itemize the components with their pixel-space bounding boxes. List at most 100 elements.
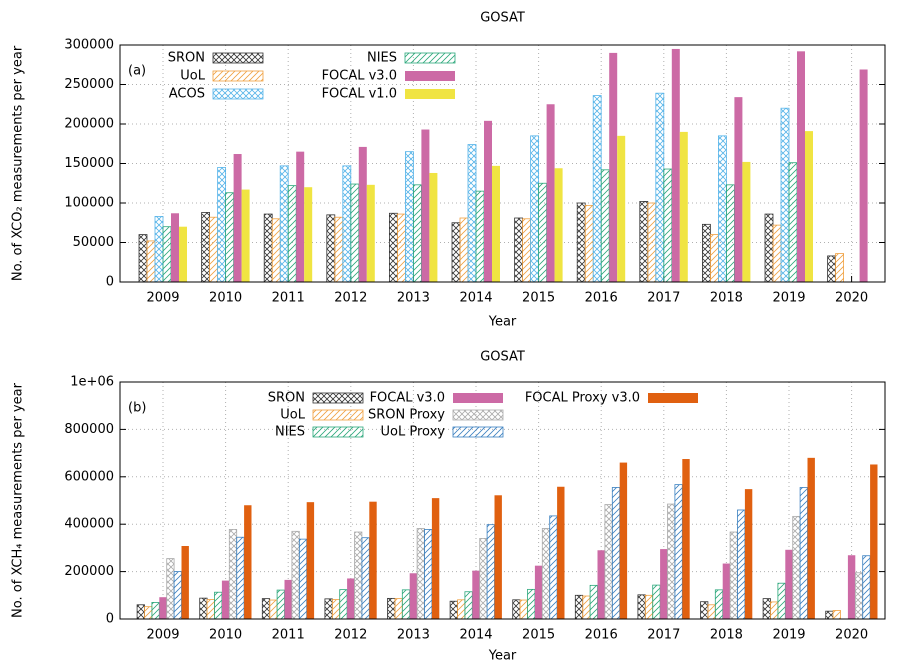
bar xyxy=(700,601,709,620)
bar xyxy=(241,189,250,282)
bar xyxy=(136,604,145,620)
bar xyxy=(467,144,477,283)
bar xyxy=(530,135,539,283)
x-tick-label: 2016 xyxy=(585,291,618,306)
x-tick-label: 2017 xyxy=(647,291,680,306)
bar xyxy=(486,524,495,620)
bar xyxy=(737,509,746,620)
y-tick-label: 50000 xyxy=(73,235,114,250)
bar xyxy=(244,505,252,619)
legend-label: FOCAL v3.0 xyxy=(322,69,397,84)
y-tick-label: 0 xyxy=(106,612,114,627)
bar xyxy=(263,213,273,283)
legend-label: FOCAL v3.0 xyxy=(370,391,445,406)
bar xyxy=(457,599,466,620)
x-tick-label: 2019 xyxy=(772,291,805,306)
bar xyxy=(287,185,297,283)
bar xyxy=(409,573,418,619)
bar xyxy=(298,538,308,620)
bar xyxy=(424,529,433,620)
bar xyxy=(421,129,430,282)
bar xyxy=(228,529,238,620)
bar xyxy=(827,255,836,283)
y-axis-label: No. of XCO₂ measurements per year xyxy=(11,45,26,281)
bar xyxy=(358,146,367,282)
bar xyxy=(233,154,242,282)
x-tick-label: 2020 xyxy=(835,291,868,306)
y-tick-label: 600000 xyxy=(64,469,114,484)
x-tick-label: 2010 xyxy=(209,628,242,643)
bar xyxy=(296,151,305,282)
bar xyxy=(472,570,480,619)
bar xyxy=(667,503,676,620)
bar xyxy=(475,190,485,283)
bar xyxy=(832,610,841,620)
legend-swatch xyxy=(452,426,504,438)
legend-swatch xyxy=(312,409,364,421)
bar xyxy=(604,504,613,620)
bar xyxy=(261,598,271,620)
x-tick-label: 2009 xyxy=(146,291,179,306)
bar xyxy=(181,546,189,619)
x-tick-label: 2014 xyxy=(459,291,492,306)
bar xyxy=(276,589,285,620)
legend-label: NIES xyxy=(367,51,397,66)
legend-swatch xyxy=(312,426,364,438)
bar xyxy=(788,162,798,283)
panel-label: (b) xyxy=(128,401,146,416)
plot-frame xyxy=(119,44,886,283)
x-axis-label: Year xyxy=(488,649,517,664)
bar xyxy=(792,515,801,620)
y-tick-label: 200000 xyxy=(64,564,114,579)
bar xyxy=(534,565,543,619)
bar xyxy=(825,610,834,620)
bar xyxy=(647,202,657,283)
x-tick-label: 2011 xyxy=(272,628,305,643)
bar xyxy=(492,165,500,282)
bar xyxy=(199,597,208,620)
legend-swatch xyxy=(212,88,264,100)
bar xyxy=(576,202,586,283)
bar xyxy=(538,182,547,283)
bar xyxy=(416,528,425,620)
bar xyxy=(619,462,628,619)
bar xyxy=(718,135,727,283)
bar xyxy=(742,161,751,282)
legend-label: SRON Proxy xyxy=(368,408,445,423)
bar xyxy=(655,92,665,283)
bar xyxy=(331,599,341,620)
legend-swatch xyxy=(452,409,504,421)
legend-swatch xyxy=(405,71,455,81)
bar xyxy=(201,212,211,283)
bar xyxy=(151,602,160,620)
bar xyxy=(154,216,164,283)
bar xyxy=(870,464,878,619)
bar xyxy=(394,598,403,620)
bar xyxy=(584,204,594,283)
y-tick-label: 0 xyxy=(106,275,114,290)
bar xyxy=(859,69,868,283)
legend-label: SRON xyxy=(268,391,305,406)
bar xyxy=(354,531,363,620)
chart-title: GOSAT xyxy=(480,11,525,26)
bar xyxy=(762,598,771,620)
bar xyxy=(805,131,813,282)
bar xyxy=(637,594,646,620)
y-tick-label: 400000 xyxy=(64,517,114,532)
x-tick-label: 2010 xyxy=(209,291,242,306)
bar xyxy=(772,224,782,283)
bar xyxy=(166,558,175,620)
bar xyxy=(225,192,235,283)
bar xyxy=(396,213,406,283)
y-axis-label: No. of XCH₄ measurements per year xyxy=(11,382,26,618)
legend-swatch xyxy=(404,52,456,64)
bar xyxy=(519,599,528,620)
bar xyxy=(206,599,215,620)
x-tick-label: 2015 xyxy=(522,291,555,306)
bar xyxy=(350,183,360,283)
bar xyxy=(138,234,148,283)
bar xyxy=(780,107,790,283)
bar xyxy=(324,598,333,620)
bar xyxy=(639,201,649,283)
